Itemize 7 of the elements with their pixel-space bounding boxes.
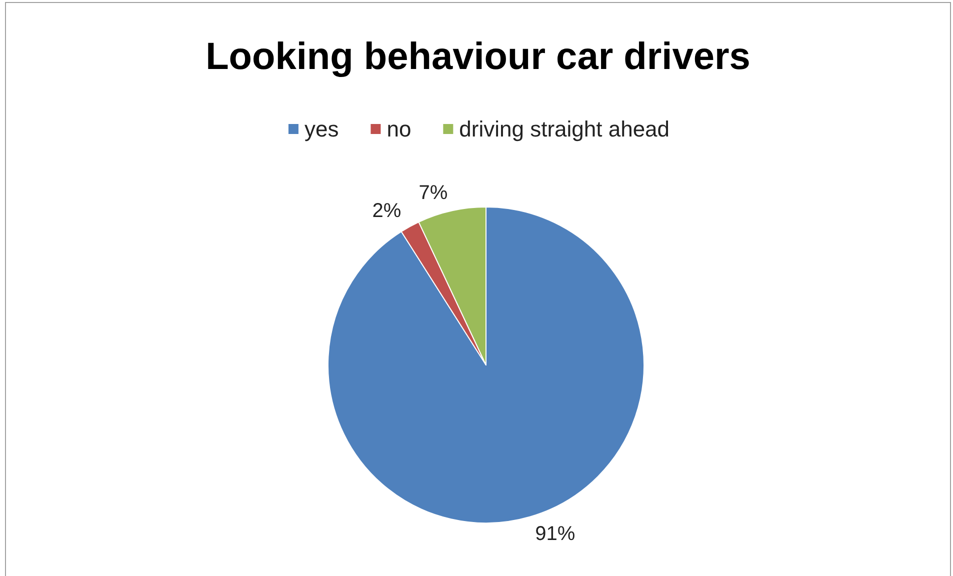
data-label: 91% [535, 523, 576, 546]
data-label: 7% [418, 182, 448, 204]
legend-label: driving straight ahead [459, 116, 670, 142]
chart-title: Looking behaviour car drivers [206, 36, 750, 78]
legend-label: yes [304, 116, 339, 142]
legend-label: no [386, 116, 412, 142]
data-label: 2% [372, 200, 402, 222]
